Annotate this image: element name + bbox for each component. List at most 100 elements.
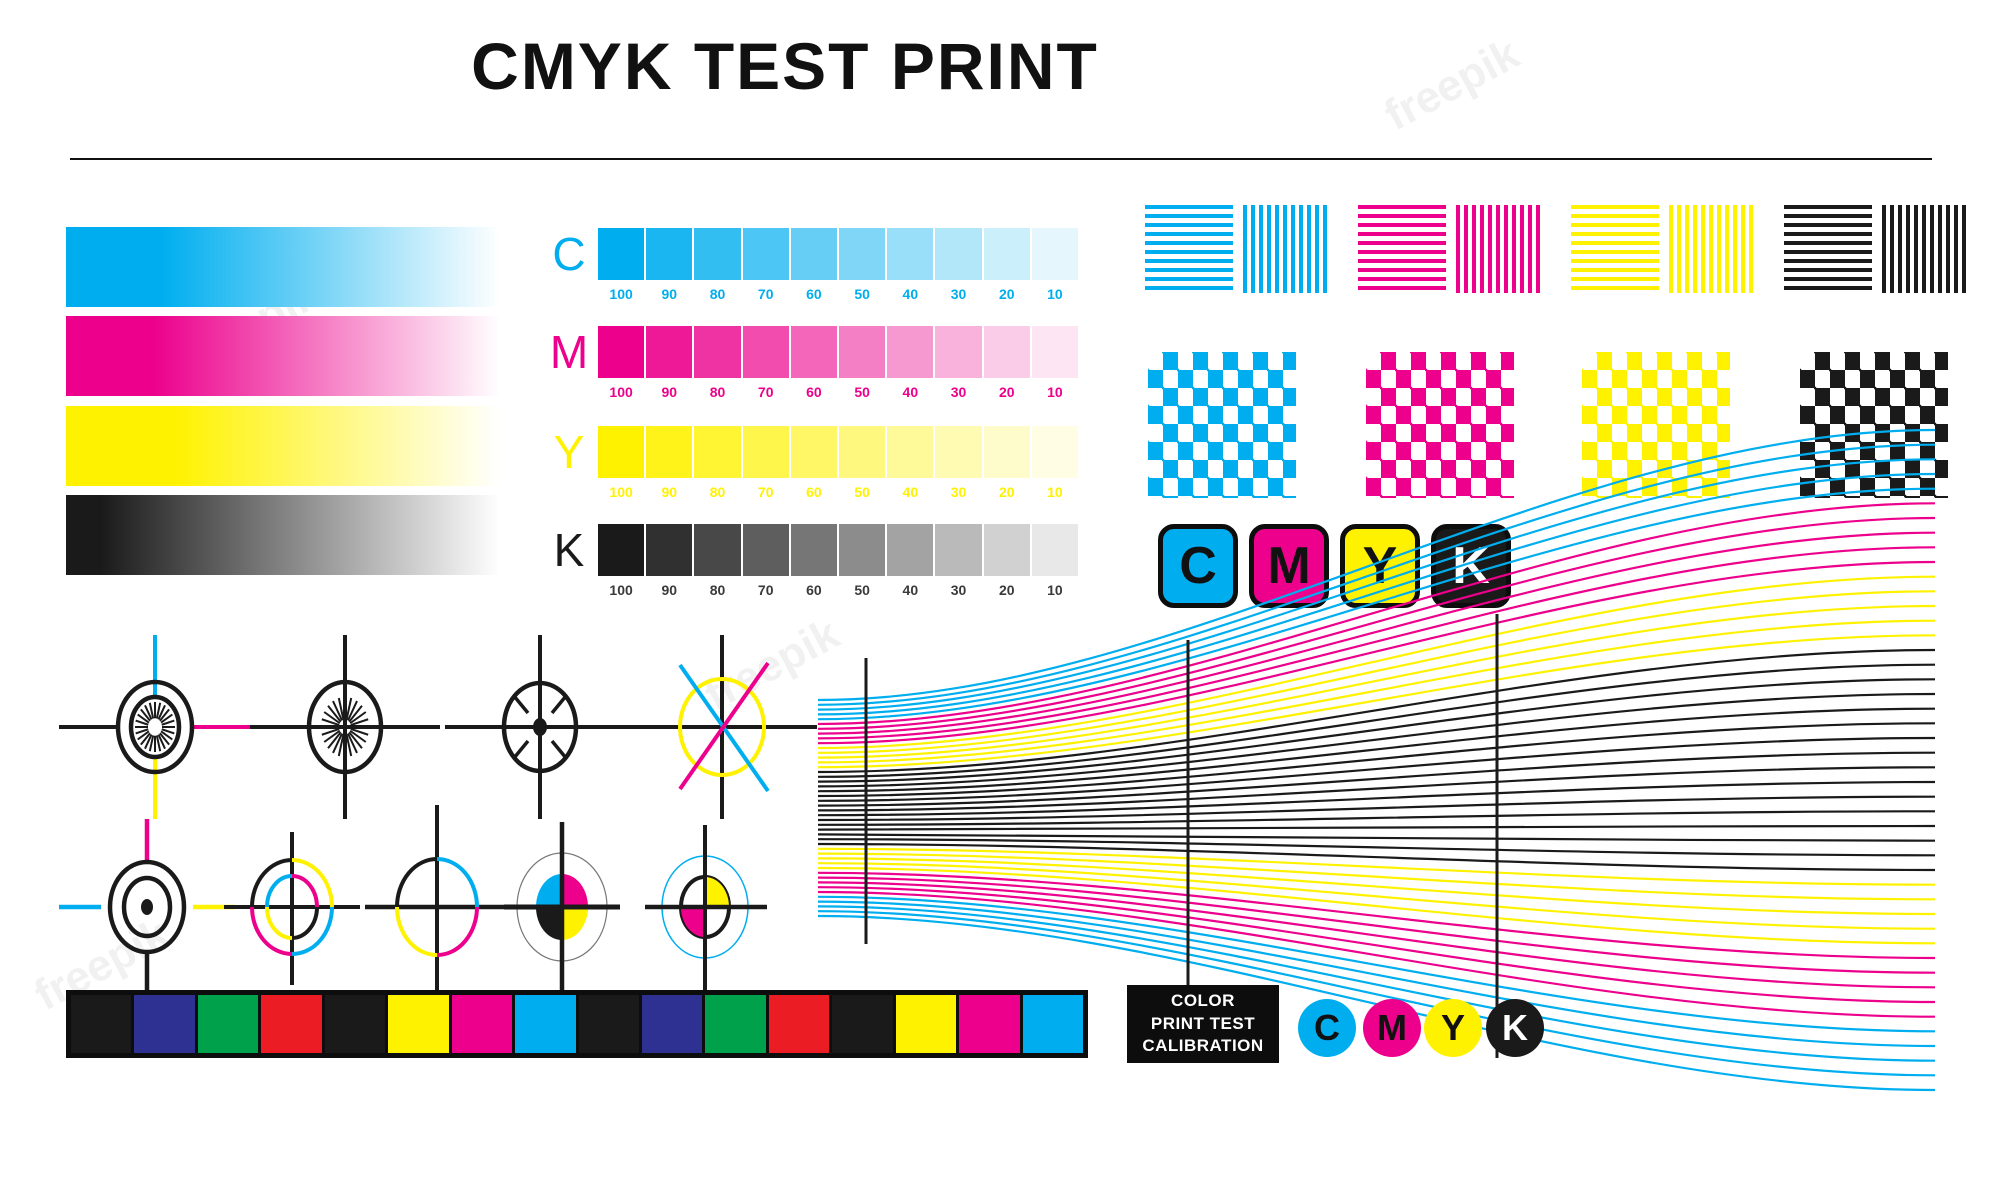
tint-number: 20 xyxy=(998,384,1015,400)
checkerboard-k xyxy=(1800,352,1948,498)
tint-number: 10 xyxy=(1047,384,1063,400)
tint-number: 50 xyxy=(854,582,870,598)
fan-line-y xyxy=(817,575,1936,750)
fan-line-k xyxy=(817,838,1936,857)
fan-line-y xyxy=(817,634,1936,769)
fan-line-c xyxy=(817,910,1936,1077)
tint-row-label-K: K xyxy=(553,524,585,576)
fan-line-k xyxy=(817,824,1936,831)
fan-line-k xyxy=(817,663,1936,778)
tint-number: 20 xyxy=(998,582,1015,598)
fan-line-k xyxy=(817,736,1936,802)
calibration-label: COLOR PRINT TEST CALIBRATION xyxy=(1127,985,1279,1063)
tint-swatch-K-90 xyxy=(646,524,693,576)
tint-number: 40 xyxy=(902,384,919,400)
fan-line-m xyxy=(817,886,1936,1004)
registration-mark-quarter-pies-thin-ring xyxy=(504,822,620,995)
color-bar-cell-0-k xyxy=(71,995,132,1053)
fan-line-k xyxy=(817,766,1936,812)
tint-swatch-Y-20 xyxy=(983,426,1030,478)
tint-number: 100 xyxy=(609,484,633,500)
tint-number: 50 xyxy=(854,286,870,302)
fan-line-c xyxy=(817,905,1936,1062)
tint-swatch-M-90 xyxy=(646,326,693,378)
tint-swatch-M-80 xyxy=(694,326,741,378)
tint-number: 80 xyxy=(709,384,726,400)
tint-number: 70 xyxy=(757,582,774,598)
fan-line-y xyxy=(817,847,1936,886)
fan-line-m xyxy=(817,876,1936,974)
tint-swatch-M-100 xyxy=(598,326,645,378)
fan-line-k xyxy=(817,842,1936,872)
cmyk-circle-K: K xyxy=(1486,999,1544,1057)
tint-numbers-M: 100 90 80 70 60 50 40 30 20 10 xyxy=(598,384,1078,400)
tint-swatch-M-10 xyxy=(1031,326,1079,378)
tint-swatch-C-60 xyxy=(790,228,838,280)
tint-swatch-Y-70 xyxy=(742,426,789,478)
fan-line-k xyxy=(817,692,1936,788)
color-bar-cell-4-k xyxy=(324,995,386,1053)
cmyk-tile-C: C xyxy=(1158,524,1238,608)
tint-number: 20 xyxy=(998,484,1015,500)
tint-swatch-C-40 xyxy=(887,228,934,280)
color-bar-cell-6-m xyxy=(451,995,513,1053)
tint-swatch-C-20 xyxy=(983,228,1030,280)
tint-numbers-K: 100 90 80 70 60 50 40 30 20 10 xyxy=(598,582,1078,598)
fan-line-k xyxy=(817,648,1936,774)
color-bar-cell-2-green xyxy=(197,995,259,1053)
fan-line-k xyxy=(817,780,1936,817)
tint-swatch-M-70 xyxy=(742,326,789,378)
yellow-gradient-bar xyxy=(66,406,500,486)
line-pattern-horizontal-c xyxy=(1145,205,1233,293)
fan-line-m xyxy=(817,502,1936,726)
tint-swatch-M-30 xyxy=(935,326,982,378)
color-bar-cell-10-green xyxy=(705,995,766,1053)
fan-line-c xyxy=(817,900,1936,1048)
tint-number: 20 xyxy=(998,286,1015,302)
fan-line-m xyxy=(817,890,1936,1018)
tint-swatch-M-40 xyxy=(887,326,934,378)
tint-swatch-K-30 xyxy=(935,524,982,576)
tint-swatch-M-20 xyxy=(983,326,1030,378)
tint-swatch-Y-30 xyxy=(935,426,982,478)
registration-mark-cyan-ring-two-pies xyxy=(645,825,767,993)
registration-mark-dot-ticks xyxy=(445,635,635,819)
tint-swatch-Y-90 xyxy=(646,426,693,478)
tint-number: 80 xyxy=(709,484,726,500)
tint-number: 60 xyxy=(806,582,822,598)
registration-mark-quadrant-circle-long-cross xyxy=(365,805,509,1015)
tint-swatch-Y-60 xyxy=(790,426,838,478)
color-bar-cell-9-blue xyxy=(641,995,703,1053)
tint-swatch-C-70 xyxy=(742,228,789,280)
cmyk-circle-C: C xyxy=(1298,999,1356,1057)
tint-row-label-C: C xyxy=(552,228,586,280)
tint-swatch-C-50 xyxy=(839,228,886,280)
tint-swatch-Y-50 xyxy=(839,426,886,478)
black-gradient-bar xyxy=(66,495,500,575)
fan-line-k xyxy=(817,751,1936,807)
tint-swatches-M xyxy=(598,326,1079,378)
tint-number: 90 xyxy=(661,384,678,400)
tint-swatches-K xyxy=(598,524,1079,576)
fan-line-m xyxy=(817,560,1936,745)
tint-number: 60 xyxy=(806,484,822,500)
tint-number: 50 xyxy=(854,384,870,400)
tint-swatch-M-50 xyxy=(839,326,886,378)
color-bar-cell-15-c xyxy=(1022,995,1083,1053)
line-pattern-horizontal-y xyxy=(1571,205,1659,293)
color-bar-cell-7-c xyxy=(515,995,576,1053)
tint-row-label-M: M xyxy=(549,326,589,378)
tint-swatch-C-90 xyxy=(646,228,693,280)
tint-number: 70 xyxy=(757,286,774,302)
page-title: CMYK TEST PRINT xyxy=(471,29,1099,103)
fan-line-k xyxy=(817,722,1936,798)
tint-number: 90 xyxy=(661,484,678,500)
fan-line-c xyxy=(817,487,1936,721)
line-pattern-horizontal-m xyxy=(1358,205,1446,293)
tint-number: 60 xyxy=(806,384,822,400)
line-pattern-vertical-c xyxy=(1243,205,1331,293)
fan-line-y xyxy=(817,619,1936,764)
tint-number: 60 xyxy=(806,286,822,302)
fan-line-y xyxy=(817,604,1936,759)
registration-mark-starburst-cmyk-arms xyxy=(59,635,251,819)
